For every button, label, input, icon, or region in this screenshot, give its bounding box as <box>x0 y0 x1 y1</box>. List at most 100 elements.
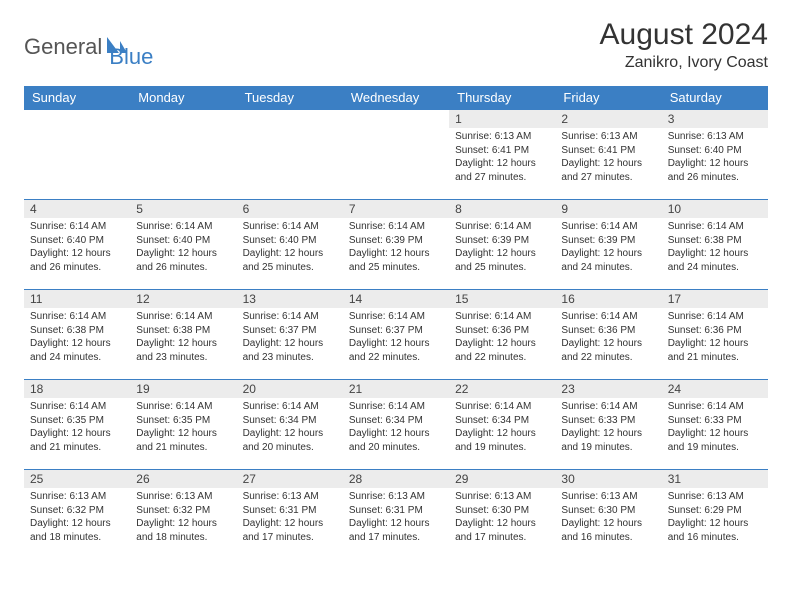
calendar-day-cell <box>343 110 449 200</box>
daylight-text: Daylight: 12 hours and 23 minutes. <box>243 337 337 364</box>
sunset-text: Sunset: 6:34 PM <box>243 414 337 428</box>
day-details: Sunrise: 6:14 AMSunset: 6:36 PMDaylight:… <box>555 308 661 368</box>
daylight-text: Daylight: 12 hours and 21 minutes. <box>30 427 124 454</box>
calendar-body: 1Sunrise: 6:13 AMSunset: 6:41 PMDaylight… <box>24 110 768 560</box>
daylight-text: Daylight: 12 hours and 16 minutes. <box>561 517 655 544</box>
day-number: 5 <box>130 200 236 218</box>
daylight-text: Daylight: 12 hours and 24 minutes. <box>30 337 124 364</box>
day-number: 20 <box>237 380 343 398</box>
weekday-header: Wednesday <box>343 86 449 110</box>
logo: General Blue <box>24 18 153 70</box>
sunset-text: Sunset: 6:32 PM <box>136 504 230 518</box>
daylight-text: Daylight: 12 hours and 21 minutes. <box>136 427 230 454</box>
day-number: 23 <box>555 380 661 398</box>
daylight-text: Daylight: 12 hours and 22 minutes. <box>455 337 549 364</box>
day-details: Sunrise: 6:14 AMSunset: 6:37 PMDaylight:… <box>343 308 449 368</box>
sunset-text: Sunset: 6:31 PM <box>243 504 337 518</box>
sunset-text: Sunset: 6:37 PM <box>243 324 337 338</box>
sunrise-text: Sunrise: 6:14 AM <box>243 310 337 324</box>
sunrise-text: Sunrise: 6:13 AM <box>561 490 655 504</box>
sunrise-text: Sunrise: 6:13 AM <box>561 130 655 144</box>
calendar-day-cell: 1Sunrise: 6:13 AMSunset: 6:41 PMDaylight… <box>449 110 555 200</box>
day-details: Sunrise: 6:13 AMSunset: 6:41 PMDaylight:… <box>555 128 661 188</box>
weekday-header: Sunday <box>24 86 130 110</box>
day-number: 3 <box>662 110 768 128</box>
day-number: 24 <box>662 380 768 398</box>
sunrise-text: Sunrise: 6:14 AM <box>349 310 443 324</box>
calendar-day-cell: 27Sunrise: 6:13 AMSunset: 6:31 PMDayligh… <box>237 470 343 560</box>
sunset-text: Sunset: 6:38 PM <box>668 234 762 248</box>
calendar-day-cell: 8Sunrise: 6:14 AMSunset: 6:39 PMDaylight… <box>449 200 555 290</box>
weekday-header: Monday <box>130 86 236 110</box>
day-details: Sunrise: 6:14 AMSunset: 6:37 PMDaylight:… <box>237 308 343 368</box>
day-number: 27 <box>237 470 343 488</box>
day-details: Sunrise: 6:14 AMSunset: 6:40 PMDaylight:… <box>130 218 236 278</box>
day-number: 9 <box>555 200 661 218</box>
sunset-text: Sunset: 6:36 PM <box>455 324 549 338</box>
location-label: Zanikro, Ivory Coast <box>600 54 768 72</box>
day-number: 6 <box>237 200 343 218</box>
sunset-text: Sunset: 6:37 PM <box>349 324 443 338</box>
sunset-text: Sunset: 6:39 PM <box>455 234 549 248</box>
calendar-day-cell <box>24 110 130 200</box>
sunrise-text: Sunrise: 6:13 AM <box>668 130 762 144</box>
day-details: Sunrise: 6:14 AMSunset: 6:39 PMDaylight:… <box>449 218 555 278</box>
daylight-text: Daylight: 12 hours and 27 minutes. <box>561 157 655 184</box>
sunset-text: Sunset: 6:40 PM <box>30 234 124 248</box>
day-details: Sunrise: 6:14 AMSunset: 6:39 PMDaylight:… <box>555 218 661 278</box>
sunset-text: Sunset: 6:36 PM <box>668 324 762 338</box>
daylight-text: Daylight: 12 hours and 24 minutes. <box>668 247 762 274</box>
day-number: 4 <box>24 200 130 218</box>
sunset-text: Sunset: 6:38 PM <box>30 324 124 338</box>
calendar-header-row: Sunday Monday Tuesday Wednesday Thursday… <box>24 86 768 110</box>
sunrise-text: Sunrise: 6:14 AM <box>136 220 230 234</box>
calendar-day-cell: 23Sunrise: 6:14 AMSunset: 6:33 PMDayligh… <box>555 380 661 470</box>
calendar-day-cell: 22Sunrise: 6:14 AMSunset: 6:34 PMDayligh… <box>449 380 555 470</box>
sunrise-text: Sunrise: 6:14 AM <box>349 400 443 414</box>
sunset-text: Sunset: 6:39 PM <box>349 234 443 248</box>
calendar-week-row: 25Sunrise: 6:13 AMSunset: 6:32 PMDayligh… <box>24 470 768 560</box>
sunset-text: Sunset: 6:35 PM <box>136 414 230 428</box>
daylight-text: Daylight: 12 hours and 18 minutes. <box>30 517 124 544</box>
calendar-day-cell: 6Sunrise: 6:14 AMSunset: 6:40 PMDaylight… <box>237 200 343 290</box>
sunrise-text: Sunrise: 6:13 AM <box>349 490 443 504</box>
day-details: Sunrise: 6:13 AMSunset: 6:32 PMDaylight:… <box>130 488 236 548</box>
calendar-week-row: 18Sunrise: 6:14 AMSunset: 6:35 PMDayligh… <box>24 380 768 470</box>
sunset-text: Sunset: 6:35 PM <box>30 414 124 428</box>
sunset-text: Sunset: 6:32 PM <box>30 504 124 518</box>
day-number: 13 <box>237 290 343 308</box>
daylight-text: Daylight: 12 hours and 27 minutes. <box>455 157 549 184</box>
sunset-text: Sunset: 6:41 PM <box>561 144 655 158</box>
day-details: Sunrise: 6:14 AMSunset: 6:34 PMDaylight:… <box>343 398 449 458</box>
day-details: Sunrise: 6:13 AMSunset: 6:41 PMDaylight:… <box>449 128 555 188</box>
daylight-text: Daylight: 12 hours and 26 minutes. <box>30 247 124 274</box>
weekday-header: Thursday <box>449 86 555 110</box>
daylight-text: Daylight: 12 hours and 18 minutes. <box>136 517 230 544</box>
day-number: 31 <box>662 470 768 488</box>
calendar-day-cell: 13Sunrise: 6:14 AMSunset: 6:37 PMDayligh… <box>237 290 343 380</box>
daylight-text: Daylight: 12 hours and 25 minutes. <box>349 247 443 274</box>
sunset-text: Sunset: 6:40 PM <box>243 234 337 248</box>
daylight-text: Daylight: 12 hours and 20 minutes. <box>349 427 443 454</box>
sunrise-text: Sunrise: 6:14 AM <box>668 310 762 324</box>
calendar-day-cell: 17Sunrise: 6:14 AMSunset: 6:36 PMDayligh… <box>662 290 768 380</box>
calendar-day-cell: 21Sunrise: 6:14 AMSunset: 6:34 PMDayligh… <box>343 380 449 470</box>
day-details: Sunrise: 6:14 AMSunset: 6:35 PMDaylight:… <box>24 398 130 458</box>
sunset-text: Sunset: 6:40 PM <box>668 144 762 158</box>
calendar-day-cell <box>130 110 236 200</box>
sunrise-text: Sunrise: 6:13 AM <box>30 490 124 504</box>
day-details: Sunrise: 6:14 AMSunset: 6:38 PMDaylight:… <box>662 218 768 278</box>
sunrise-text: Sunrise: 6:14 AM <box>243 220 337 234</box>
sunrise-text: Sunrise: 6:13 AM <box>668 490 762 504</box>
sunrise-text: Sunrise: 6:13 AM <box>455 490 549 504</box>
daylight-text: Daylight: 12 hours and 19 minutes. <box>455 427 549 454</box>
sunset-text: Sunset: 6:34 PM <box>455 414 549 428</box>
page-header: General Blue August 2024 Zanikro, Ivory … <box>24 18 768 72</box>
daylight-text: Daylight: 12 hours and 17 minutes. <box>243 517 337 544</box>
day-number: 8 <box>449 200 555 218</box>
daylight-text: Daylight: 12 hours and 16 minutes. <box>668 517 762 544</box>
sunset-text: Sunset: 6:39 PM <box>561 234 655 248</box>
day-details: Sunrise: 6:13 AMSunset: 6:29 PMDaylight:… <box>662 488 768 548</box>
day-number: 19 <box>130 380 236 398</box>
day-number: 25 <box>24 470 130 488</box>
